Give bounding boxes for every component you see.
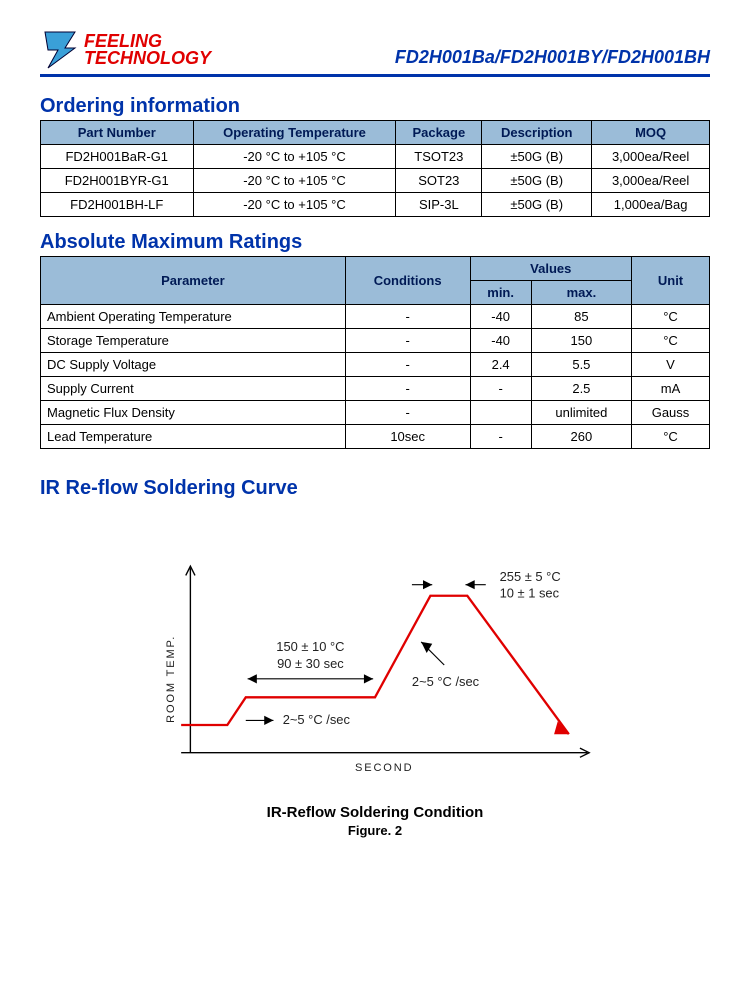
table-row: Magnetic Flux Density-unlimitedGauss (41, 401, 710, 425)
table-row: Lead Temperature10sec-260°C (41, 425, 710, 449)
ordering-col-0: Part Number (41, 121, 194, 145)
ratings-col-values: Values (470, 257, 631, 281)
ratings-title: Absolute Maximum Ratings (40, 231, 710, 254)
ratings-col-conditions: Conditions (345, 257, 470, 305)
svg-text:SECOND: SECOND (355, 762, 413, 774)
chart-figure-label: Figure. 2 (40, 823, 710, 838)
reflow-chart: ROOM TEMP. SECOND 150 ± 10 °C 90 ± 30 sec 2~… (40, 530, 710, 838)
svg-text:150 ± 10 °C: 150 ± 10 °C (276, 639, 344, 654)
svg-text:ROOM TEMP.: ROOM TEMP. (165, 635, 177, 723)
ordering-table: Part NumberOperating TemperaturePackageD… (40, 120, 710, 217)
ratings-col-parameter: Parameter (41, 257, 346, 305)
ordering-col-4: MOQ (592, 121, 710, 145)
svg-text:10 ± 1 sec: 10 ± 1 sec (500, 586, 560, 601)
page-header: FEELING TECHNOLOGY FD2H001Ba/FD2H001BY/F… (40, 30, 710, 77)
logo-text-2: TECHNOLOGY (84, 50, 211, 67)
table-row: Ambient Operating Temperature--4085°C (41, 305, 710, 329)
svg-text:2~5 °C /sec: 2~5 °C /sec (412, 674, 480, 689)
ordering-col-3: Description (482, 121, 592, 145)
ordering-title: Ordering information (40, 95, 710, 118)
ordering-col-2: Package (396, 121, 482, 145)
ordering-col-1: Operating Temperature (193, 121, 396, 145)
part-header: FD2H001Ba/FD2H001BY/FD2H001BH (395, 47, 710, 70)
table-row: DC Supply Voltage-2.45.5V (41, 353, 710, 377)
svg-text:255 ± 5 °C: 255 ± 5 °C (500, 569, 561, 584)
table-row: FD2H001BH-LF-20 °C to +105 °CSIP-3L±50G … (41, 193, 710, 217)
logo-icon (40, 30, 80, 70)
reflow-chart-svg: ROOM TEMP. SECOND 150 ± 10 °C 90 ± 30 sec 2~… (135, 530, 615, 800)
ratings-table: Parameter Conditions Values Unit min. ma… (40, 256, 710, 449)
table-row: Supply Current--2.5mA (41, 377, 710, 401)
table-row: FD2H001BYR-G1-20 °C to +105 °CSOT23±50G … (41, 169, 710, 193)
ratings-col-min: min. (470, 281, 531, 305)
ratings-col-max: max. (531, 281, 631, 305)
ratings-col-unit: Unit (632, 257, 710, 305)
chart-section-title: IR Re-flow Soldering Curve (40, 477, 710, 500)
svg-text:2~5 °C /sec: 2~5 °C /sec (283, 712, 351, 727)
logo: FEELING TECHNOLOGY (40, 30, 211, 70)
svg-text:90 ± 30 sec: 90 ± 30 sec (277, 656, 344, 671)
table-row: FD2H001BaR-G1-20 °C to +105 °CTSOT23±50G… (41, 145, 710, 169)
chart-caption: IR-Reflow Soldering Condition (40, 804, 710, 821)
table-row: Storage Temperature--40150°C (41, 329, 710, 353)
